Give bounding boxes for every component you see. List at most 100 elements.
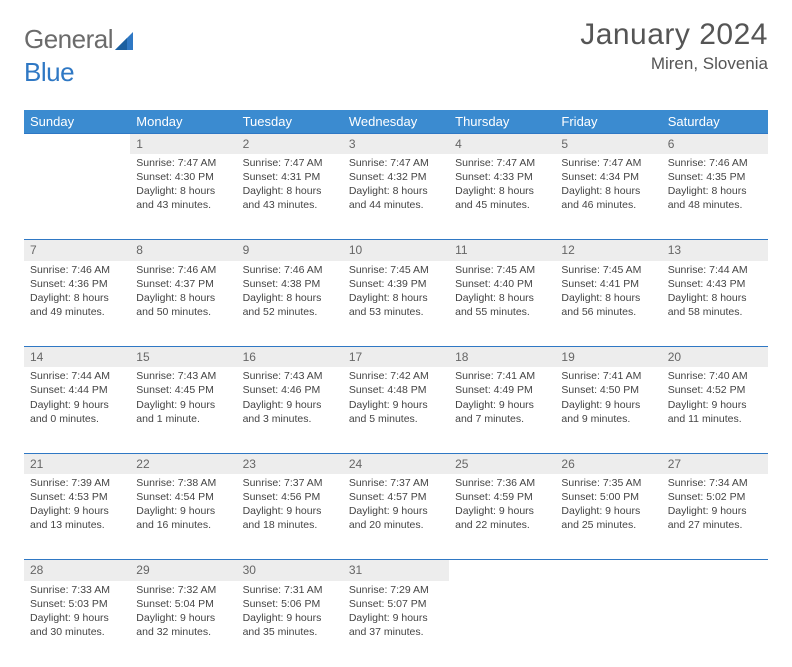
day-cell: Sunrise: 7:47 AMSunset: 4:33 PMDaylight:…	[449, 154, 555, 240]
day-number: 14	[30, 350, 43, 364]
daylight-text: Daylight: 9 hours and 22 minutes.	[455, 504, 549, 532]
day-cell-body	[662, 581, 768, 589]
day-number-cell: 28	[24, 560, 130, 581]
day-number-cell: 13	[662, 240, 768, 261]
daylight-text: Daylight: 8 hours and 44 minutes.	[349, 184, 443, 212]
day-cell-body: Sunrise: 7:47 AMSunset: 4:33 PMDaylight:…	[449, 154, 555, 219]
sunset-text: Sunset: 5:03 PM	[30, 597, 124, 611]
sunset-text: Sunset: 4:56 PM	[243, 490, 337, 504]
day-cell-body: Sunrise: 7:43 AMSunset: 4:46 PMDaylight:…	[237, 367, 343, 432]
sunrise-text: Sunrise: 7:41 AM	[561, 369, 655, 383]
day-number: 26	[561, 457, 574, 471]
sunset-text: Sunset: 5:02 PM	[668, 490, 762, 504]
sunset-text: Sunset: 4:39 PM	[349, 277, 443, 291]
daylight-text: Daylight: 8 hours and 49 minutes.	[30, 291, 124, 319]
daylight-text: Daylight: 9 hours and 5 minutes.	[349, 398, 443, 426]
day-cell: Sunrise: 7:43 AMSunset: 4:46 PMDaylight:…	[237, 367, 343, 453]
day-cell: Sunrise: 7:46 AMSunset: 4:38 PMDaylight:…	[237, 261, 343, 347]
daylight-text: Daylight: 8 hours and 58 minutes.	[668, 291, 762, 319]
day-cell-body: Sunrise: 7:46 AMSunset: 4:36 PMDaylight:…	[24, 261, 130, 326]
sunset-text: Sunset: 4:53 PM	[30, 490, 124, 504]
daylight-text: Daylight: 8 hours and 43 minutes.	[136, 184, 230, 212]
sunset-text: Sunset: 5:04 PM	[136, 597, 230, 611]
day-number-cell: 10	[343, 240, 449, 261]
sunrise-text: Sunrise: 7:45 AM	[455, 263, 549, 277]
day-cell: Sunrise: 7:35 AMSunset: 5:00 PMDaylight:…	[555, 474, 661, 560]
day-cell-body: Sunrise: 7:47 AMSunset: 4:32 PMDaylight:…	[343, 154, 449, 219]
sunset-text: Sunset: 4:44 PM	[30, 383, 124, 397]
sunrise-text: Sunrise: 7:47 AM	[561, 156, 655, 170]
day-cell-body: Sunrise: 7:33 AMSunset: 5:03 PMDaylight:…	[24, 581, 130, 646]
page-header: GeneralBlue January 2024 Miren, Slovenia	[24, 18, 768, 88]
day-number: 12	[561, 243, 574, 257]
day-number: 16	[243, 350, 256, 364]
day-number: 22	[136, 457, 149, 471]
day-number: 10	[349, 243, 362, 257]
sunset-text: Sunset: 5:06 PM	[243, 597, 337, 611]
sunrise-text: Sunrise: 7:46 AM	[243, 263, 337, 277]
daylight-text: Daylight: 9 hours and 7 minutes.	[455, 398, 549, 426]
logo: GeneralBlue	[24, 18, 137, 88]
day-cell: Sunrise: 7:45 AMSunset: 4:39 PMDaylight:…	[343, 261, 449, 347]
day-number: 13	[668, 243, 681, 257]
daylight-text: Daylight: 8 hours and 43 minutes.	[243, 184, 337, 212]
day-number: 31	[349, 563, 362, 577]
day-number-cell: 25	[449, 453, 555, 474]
day-cell-body: Sunrise: 7:44 AMSunset: 4:44 PMDaylight:…	[24, 367, 130, 432]
day-number: 6	[668, 137, 675, 151]
sunset-text: Sunset: 4:50 PM	[561, 383, 655, 397]
sunrise-text: Sunrise: 7:29 AM	[349, 583, 443, 597]
day-number: 29	[136, 563, 149, 577]
sunset-text: Sunset: 5:00 PM	[561, 490, 655, 504]
daylight-text: Daylight: 8 hours and 56 minutes.	[561, 291, 655, 319]
daylight-text: Daylight: 9 hours and 1 minute.	[136, 398, 230, 426]
day-number-cell: 1	[130, 133, 236, 154]
sunrise-text: Sunrise: 7:44 AM	[30, 369, 124, 383]
day-number: 3	[349, 137, 356, 151]
day-cell-body: Sunrise: 7:32 AMSunset: 5:04 PMDaylight:…	[130, 581, 236, 646]
day-cell-body	[449, 581, 555, 589]
day-number-cell: 16	[237, 347, 343, 368]
day-number-cell: 5	[555, 133, 661, 154]
day-number-cell: 27	[662, 453, 768, 474]
sunrise-text: Sunrise: 7:47 AM	[136, 156, 230, 170]
day-cell: Sunrise: 7:47 AMSunset: 4:34 PMDaylight:…	[555, 154, 661, 240]
daylight-text: Daylight: 8 hours and 46 minutes.	[561, 184, 655, 212]
day-cell-body: Sunrise: 7:45 AMSunset: 4:40 PMDaylight:…	[449, 261, 555, 326]
sunset-text: Sunset: 4:59 PM	[455, 490, 549, 504]
sunset-text: Sunset: 4:37 PM	[136, 277, 230, 291]
day-cell-body: Sunrise: 7:46 AMSunset: 4:35 PMDaylight:…	[662, 154, 768, 219]
sunrise-text: Sunrise: 7:36 AM	[455, 476, 549, 490]
day-cell-body: Sunrise: 7:35 AMSunset: 5:00 PMDaylight:…	[555, 474, 661, 539]
sunrise-text: Sunrise: 7:40 AM	[668, 369, 762, 383]
day-cell-body: Sunrise: 7:47 AMSunset: 4:31 PMDaylight:…	[237, 154, 343, 219]
day-number: 4	[455, 137, 462, 151]
day-cell: Sunrise: 7:37 AMSunset: 4:57 PMDaylight:…	[343, 474, 449, 560]
sunset-text: Sunset: 4:54 PM	[136, 490, 230, 504]
day-number-row: 123456	[24, 133, 768, 154]
day-cell	[24, 154, 130, 240]
daylight-text: Daylight: 8 hours and 50 minutes.	[136, 291, 230, 319]
day-number: 23	[243, 457, 256, 471]
sunset-text: Sunset: 4:41 PM	[561, 277, 655, 291]
day-cell	[662, 581, 768, 667]
day-number-cell: 15	[130, 347, 236, 368]
daylight-text: Daylight: 8 hours and 53 minutes.	[349, 291, 443, 319]
day-content-row: Sunrise: 7:33 AMSunset: 5:03 PMDaylight:…	[24, 581, 768, 667]
daylight-text: Daylight: 9 hours and 18 minutes.	[243, 504, 337, 532]
sunset-text: Sunset: 4:33 PM	[455, 170, 549, 184]
day-cell: Sunrise: 7:45 AMSunset: 4:40 PMDaylight:…	[449, 261, 555, 347]
day-cell-body: Sunrise: 7:40 AMSunset: 4:52 PMDaylight:…	[662, 367, 768, 432]
day-number-cell	[662, 560, 768, 581]
day-content-row: Sunrise: 7:39 AMSunset: 4:53 PMDaylight:…	[24, 474, 768, 560]
weekday-header: Tuesday	[237, 110, 343, 134]
day-number: 1	[136, 137, 143, 151]
daylight-text: Daylight: 9 hours and 30 minutes.	[30, 611, 124, 639]
calendar-body: 123456Sunrise: 7:47 AMSunset: 4:30 PMDay…	[24, 133, 768, 666]
day-number: 28	[30, 563, 43, 577]
day-number-cell: 30	[237, 560, 343, 581]
day-number-cell: 12	[555, 240, 661, 261]
sunset-text: Sunset: 4:49 PM	[455, 383, 549, 397]
daylight-text: Daylight: 9 hours and 27 minutes.	[668, 504, 762, 532]
day-number-cell	[555, 560, 661, 581]
